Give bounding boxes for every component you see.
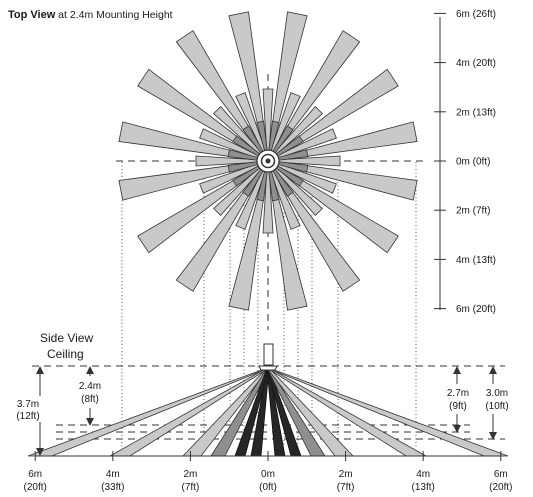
arrow-up-icon: [453, 366, 461, 374]
bottom-scale-label: 4m: [106, 469, 120, 480]
bottom-scale-sublabel: (33ft): [101, 482, 124, 493]
sensor-top-center-icon: [265, 158, 271, 164]
bottom-scale-label: 0m: [261, 469, 275, 480]
bottom-scale-sublabel: (7ft): [182, 482, 200, 493]
bottom-scale-sublabel: (13ft): [412, 482, 435, 493]
sensor-side-lens-icon: [258, 365, 278, 371]
bottom-scale-sublabel: (20ft): [24, 482, 47, 493]
arrow-down-icon: [453, 425, 461, 433]
dim-left-mount-line1: 2.4m: [79, 381, 101, 392]
top-scale-label: 4m (20ft): [456, 58, 496, 69]
dim-right-mid-line2: (9ft): [449, 401, 467, 412]
right-dimension-mid: 2.7m (9ft): [439, 366, 477, 433]
side-view-beams: [27, 367, 509, 457]
bottom-scale-label: 2m: [339, 469, 353, 480]
side-view: Side View Ceiling 3.7m (12ft) 2.4m (8ft): [16, 331, 518, 493]
top-scale-label: 2m (13ft): [456, 107, 496, 118]
dim-left-total-line2: (12ft): [16, 411, 39, 422]
bottom-scale-label: 4m: [416, 469, 430, 480]
dim-right-max-line2: (10ft): [485, 401, 508, 412]
dim-left-total-line1: 3.7m: [17, 399, 39, 410]
dim-right-mid-line1: 2.7m: [447, 388, 469, 399]
arrow-up-icon: [489, 366, 497, 374]
arrow-down-icon: [86, 418, 94, 426]
arrow-down-icon: [489, 432, 497, 440]
left-dimension-total: 3.7m (12ft): [16, 366, 56, 456]
sensor-side-icon: [263, 343, 274, 366]
arrow-up-icon: [36, 366, 44, 374]
right-dimension-max: 3.0m (10ft): [478, 366, 518, 440]
ceiling-label: Ceiling: [47, 347, 84, 361]
top-view-scale: 6m (26ft) 4m (20ft) 2m (13ft) 0m (0ft) 2m (7…: [434, 9, 496, 315]
top-view: 6m (26ft) 4m (20ft) 2m (13ft) 0m (0ft) 2m (7…: [116, 9, 496, 447]
top-scale-label: 6m (20ft): [456, 304, 496, 315]
bottom-scale-sublabel: (7ft): [337, 482, 355, 493]
bottom-scale: 6m (20ft) 4m (33ft) 2m (7ft) 0m (0ft) 2m (7ft) 4m (…: [24, 451, 512, 493]
bottom-scale-label: 6m: [28, 469, 42, 480]
dim-right-max-line1: 3.0m: [486, 388, 508, 399]
arrow-up-icon: [86, 366, 94, 374]
top-scale-label: 0m (0ft): [456, 157, 490, 168]
bottom-scale-sublabel: (0ft): [259, 482, 277, 493]
diagram-title: Top View at 2.4m Mounting Height: [8, 9, 173, 21]
bottom-scale-label: 2m: [183, 469, 197, 480]
top-scale-label: 6m (26ft): [456, 9, 496, 20]
arrow-down-icon: [36, 448, 44, 456]
bottom-scale-sublabel: (20ft): [489, 482, 512, 493]
title-bold: Top View: [8, 9, 56, 21]
left-dimension-mount: 2.4m (8ft): [70, 366, 112, 426]
title-rest: at 2.4m Mounting Height: [55, 9, 172, 21]
dim-left-mount-line2: (8ft): [81, 394, 99, 405]
top-scale-label: 2m (7ft): [456, 206, 490, 217]
bottom-scale-label: 6m: [494, 469, 508, 480]
top-scale-label: 4m (13ft): [456, 255, 496, 266]
side-view-label: Side View: [40, 331, 93, 345]
